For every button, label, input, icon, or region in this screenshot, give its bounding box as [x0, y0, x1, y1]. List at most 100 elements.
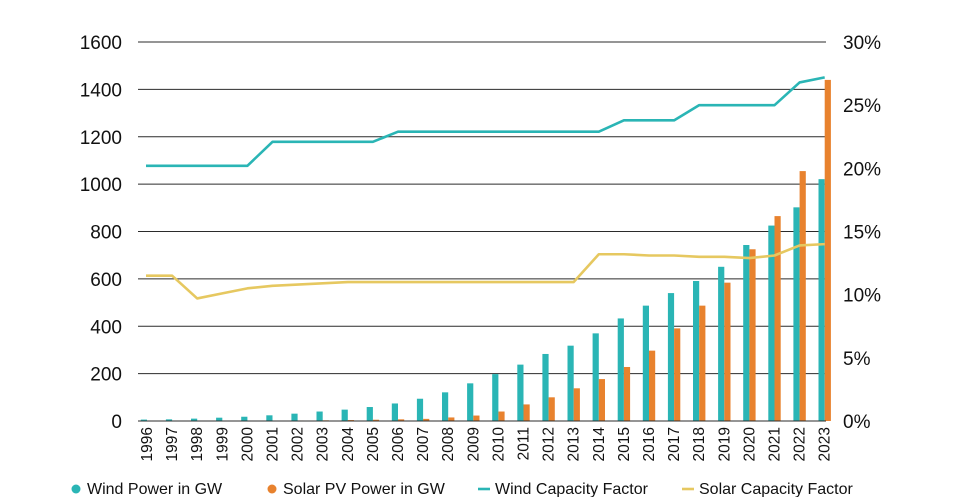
solar-pv-power-bar	[649, 350, 656, 421]
right-axis-tick-label: 20%	[843, 159, 881, 180]
x-axis-tick-label: 2020	[741, 427, 758, 462]
x-axis-tick-label: 2011	[516, 427, 533, 460]
wind-power-bar	[241, 416, 248, 421]
right-axis-tick-label: 25%	[843, 96, 881, 117]
x-axis-tick-label: 2003	[315, 427, 332, 461]
left-axis-tick-label: 1200	[80, 128, 122, 149]
right-axis-tick-label: 0%	[843, 412, 871, 433]
x-axis-tick-label: 2021	[767, 427, 784, 461]
left-axis-tick-label: 0	[111, 412, 122, 433]
x-axis-tick-label: 2009	[465, 427, 482, 461]
wind-power-bar	[542, 353, 549, 421]
wind-power-bar	[517, 364, 524, 421]
x-axis-tick-label: 2017	[666, 427, 683, 461]
axes: 0 200 400 600 800 1000 1200 1400 1600 0% 5% 10% 15% 2…	[80, 33, 881, 461]
wind-power-bar	[667, 293, 675, 421]
legend-label: Wind Power in GW	[87, 481, 223, 497]
x-axis-tick-label: 2000	[239, 427, 256, 462]
left-axis-tick-label: 1600	[80, 33, 122, 54]
x-axis-tick-label: 2004	[340, 427, 357, 462]
wind-power-bar	[416, 398, 424, 421]
lines	[146, 76, 825, 300]
right-axis-tick-label: 15%	[843, 223, 881, 244]
x-axis-tick-label: 2014	[591, 427, 608, 462]
solar-pv-power-bar	[573, 388, 580, 421]
left-axis-tick-label: 400	[90, 317, 122, 338]
right-axis-tick-label: 30%	[843, 33, 881, 54]
left-axis-tick-label: 800	[90, 223, 122, 244]
solar-pv-power-bar	[699, 305, 706, 421]
solar-pv-power-bar	[749, 249, 756, 421]
wind-power-bar	[140, 419, 147, 421]
wind-power-bar	[366, 407, 373, 421]
solar-pv-power-bar	[548, 397, 555, 421]
solar-pv-power-bar	[498, 411, 505, 421]
wind-power-bar	[567, 345, 574, 421]
legend-swatch-dot	[267, 484, 277, 494]
solar-pv-power-bar	[724, 282, 731, 421]
x-axis-tick-label: 2005	[365, 427, 382, 461]
wind-power-bar	[467, 383, 474, 421]
wind-power-bar	[642, 305, 649, 421]
x-axis-tick-label: 1996	[139, 427, 156, 461]
left-axis-tick-label: 600	[90, 270, 122, 291]
wind-power-bar	[743, 245, 750, 421]
x-axis-tick-label: 2006	[390, 427, 407, 461]
legend-solar-pv-power: Solar PV Power in GW	[267, 481, 446, 497]
solar-pv-power-bar	[799, 171, 806, 421]
wind-power-bar	[793, 207, 800, 421]
x-axis-tick-label: 2007	[415, 427, 432, 461]
solar-pv-power-bar	[824, 79, 831, 422]
solar-pv-power-bar	[372, 419, 380, 421]
x-axis-tick-label: 2001	[265, 427, 282, 461]
wind-power-bar	[492, 374, 499, 421]
wind-power-bar	[291, 413, 298, 421]
right-axis-tick-label: 5%	[843, 349, 871, 370]
solar-pv-power-bar	[423, 418, 430, 421]
solar-pv-power-bar	[598, 379, 605, 421]
solar-pv-power-bar	[473, 415, 480, 421]
x-axis-tick-label: 2002	[290, 427, 307, 461]
legend-wind-power: Wind Power in GW	[71, 481, 223, 497]
solar-pv-power-bar	[398, 419, 405, 421]
wind-power-bar	[165, 419, 173, 421]
wind-power-bar	[592, 333, 599, 421]
left-axis-tick-label: 1000	[80, 175, 122, 196]
wind-power-bar	[693, 281, 700, 421]
legend-label: Solar Capacity Factor	[699, 481, 854, 497]
x-axis-tick-label: 1998	[189, 427, 206, 461]
solar-pv-power-bar	[774, 216, 781, 421]
wind-power-bar	[442, 392, 449, 421]
x-axis-tick-label: 2023	[817, 427, 834, 461]
wind-capacity-factor-line	[146, 76, 825, 168]
wind-power-bar	[266, 415, 273, 421]
wind-power-bar	[718, 266, 725, 421]
x-axis-tick-label: 1999	[214, 427, 231, 461]
x-axis-tick-label: 2013	[566, 427, 583, 461]
wind-power-bar	[818, 179, 825, 421]
bars	[140, 79, 831, 422]
solar-pv-power-bar	[623, 366, 631, 421]
wind-power-bar	[316, 411, 323, 421]
legend-swatch-dot	[71, 484, 81, 494]
solar-pv-power-bar	[448, 417, 455, 421]
x-axis-tick-label: 2022	[792, 427, 809, 461]
legend-label: Solar PV Power in GW	[283, 481, 446, 497]
right-axis-tick-label: 10%	[843, 286, 881, 307]
x-axis-tick-label: 2010	[490, 427, 507, 462]
wind-power-bar	[391, 403, 398, 421]
wind-power-bar	[617, 318, 624, 421]
wind-power-bar	[341, 409, 348, 421]
solar-pv-power-bar	[674, 328, 681, 421]
x-axis-tick-label: 2008	[440, 427, 457, 461]
wind-power-bar	[191, 418, 198, 421]
x-axis-tick-label: 2018	[691, 427, 708, 461]
x-axis-tick-label: 1997	[164, 427, 181, 461]
legend-solar-capacity-factor: Solar Capacity Factor	[682, 481, 854, 497]
wind-power-bar	[768, 225, 775, 421]
solar-pv-power-bar	[523, 404, 530, 421]
legend-wind-capacity-factor: Wind Capacity Factor	[478, 481, 649, 497]
left-axis-tick-label: 200	[90, 365, 122, 386]
x-axis-tick-label: 2012	[541, 427, 558, 461]
